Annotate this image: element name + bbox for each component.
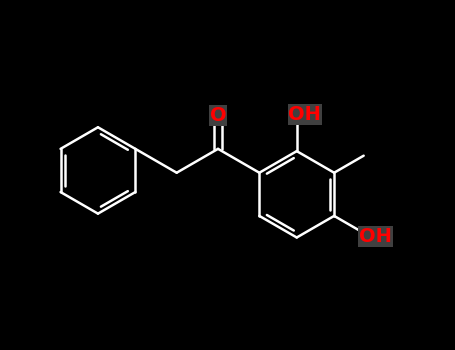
Text: OH: OH xyxy=(359,227,392,246)
Text: O: O xyxy=(210,106,226,125)
Text: OH: OH xyxy=(288,105,321,124)
